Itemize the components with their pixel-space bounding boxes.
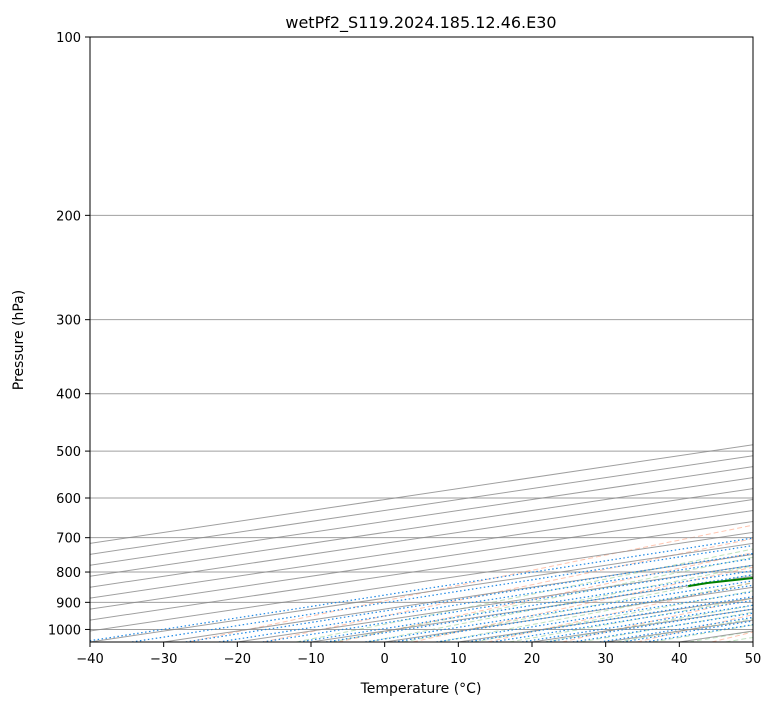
isotherm-line — [90, 466, 753, 566]
mixing-ratio-line — [218, 557, 753, 642]
y-tick-label: 1000 — [48, 623, 81, 638]
x-tick-label: 30 — [597, 652, 614, 667]
isotherm-line — [90, 444, 753, 544]
x-tick-label: −40 — [76, 652, 103, 667]
y-tick-label: 400 — [56, 388, 81, 403]
y-axis-title: Pressure (hPa) — [11, 290, 27, 390]
isotherm-line — [90, 499, 753, 599]
y-tick-label: 200 — [56, 209, 81, 224]
isotherm-line — [90, 531, 753, 632]
mixing-ratio-line — [599, 616, 753, 642]
x-axis-title: Temperature (°C) — [360, 681, 482, 697]
y-tick-label: 800 — [56, 566, 81, 581]
x-tick-label: −20 — [224, 652, 251, 667]
isotherm-line — [90, 509, 753, 610]
isotherm-line — [90, 488, 753, 588]
isotherm-line — [90, 455, 753, 555]
y-tick-label: 700 — [56, 532, 81, 547]
dry-adiabat-line — [188, 524, 753, 642]
y-tick-label: 300 — [56, 314, 81, 329]
plot-frame — [89, 36, 754, 643]
isotherm-line — [90, 477, 753, 577]
moist-adiabat-line — [296, 548, 753, 642]
mixing-ratio-line — [131, 544, 753, 642]
mixing-ratio-line — [90, 537, 753, 642]
moist-adiabat-line — [509, 597, 753, 642]
background-lines — [90, 37, 753, 642]
chart-title: wetPf2_S119.2024.185.12.46.E30 — [285, 13, 556, 33]
axes: −40 −30 −20 −10 0 10 20 30 40 50 100 200 300 400 500 60… — [48, 31, 761, 667]
mixing-ratio-line — [185, 552, 753, 642]
mixing-ratio-line — [492, 599, 753, 642]
y-tick-label: 900 — [56, 596, 81, 611]
x-tick-label: 0 — [381, 652, 389, 667]
y-tick-label: 500 — [56, 445, 81, 460]
x-tick-label: 40 — [671, 652, 688, 667]
mixing-ratio-line — [546, 608, 753, 642]
x-tick-label: 10 — [450, 652, 467, 667]
x-tick-label: 20 — [524, 652, 541, 667]
isotherm-line — [90, 520, 753, 621]
x-tick-label: 50 — [745, 652, 762, 667]
dry-adiabat-line — [412, 566, 753, 642]
mixing-ratio-line — [522, 604, 753, 642]
y-tick-label: 600 — [56, 492, 81, 507]
dry-adiabat-line — [263, 538, 753, 642]
mixing-ratio-line — [572, 612, 753, 642]
moist-adiabat-line — [367, 565, 753, 642]
x-tick-label: −10 — [297, 652, 324, 667]
y-tick-label: 100 — [56, 31, 81, 46]
dry-adiabat-line — [562, 597, 753, 642]
x-tick-label: −30 — [150, 652, 177, 667]
